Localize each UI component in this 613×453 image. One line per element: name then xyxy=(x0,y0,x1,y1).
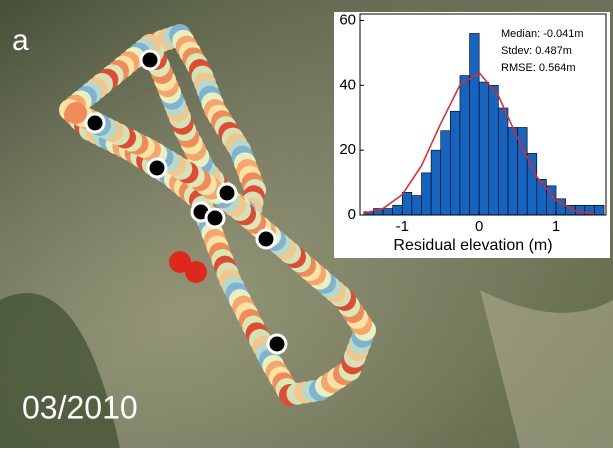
control-point xyxy=(206,209,224,227)
bar xyxy=(393,205,403,215)
control-point xyxy=(148,159,166,177)
y-tick-label: 0 xyxy=(348,206,356,223)
bar xyxy=(508,127,518,215)
annotation: RMSE: 0.564m xyxy=(501,62,576,74)
annotation: Stdev: 0.487m xyxy=(501,45,572,57)
bar xyxy=(422,173,432,215)
bar xyxy=(412,196,422,215)
control-point xyxy=(268,335,286,353)
bar xyxy=(402,192,412,215)
control-point xyxy=(141,51,159,69)
y-tick-label: 20 xyxy=(339,141,356,158)
track-point xyxy=(185,261,207,283)
bar xyxy=(498,108,508,215)
x-axis-label: Residual elevation (m) xyxy=(393,237,552,254)
bar xyxy=(383,209,393,215)
bar xyxy=(594,205,604,215)
figure: a 03/2010 0 20 40 60 -1 0 1Residual elevation … xyxy=(0,0,613,448)
x-tick-label: 0 xyxy=(475,218,483,235)
y-tick-label: 40 xyxy=(339,76,356,93)
control-point xyxy=(86,114,104,132)
annotation: Median: -0.041m xyxy=(501,28,584,40)
track-point xyxy=(65,102,87,124)
bar xyxy=(479,82,489,215)
control-point xyxy=(218,184,236,202)
bar xyxy=(470,33,480,215)
y-tick-label: 60 xyxy=(339,11,356,28)
bar xyxy=(441,131,451,215)
bar xyxy=(460,76,470,215)
x-tick-label: -1 xyxy=(396,218,409,235)
panel-label: a xyxy=(12,24,29,57)
x-tick-label: 1 xyxy=(552,218,560,235)
control-point xyxy=(257,230,275,248)
date-label: 03/2010 xyxy=(22,389,138,425)
bar xyxy=(537,179,547,215)
bar xyxy=(575,205,585,215)
bar xyxy=(489,85,499,215)
bar xyxy=(450,111,460,215)
bar xyxy=(431,150,441,215)
bar xyxy=(527,153,537,215)
